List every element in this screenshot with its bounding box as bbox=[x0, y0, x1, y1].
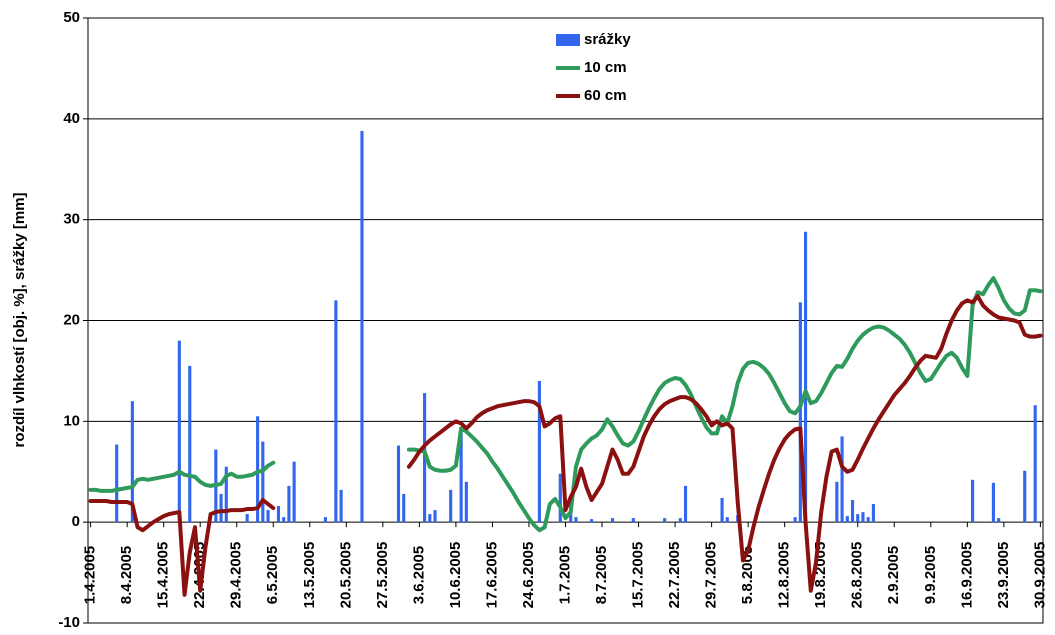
y-axis-label: rozdíl vlhkostí [obj. %], srážky [mm] bbox=[11, 192, 28, 447]
bar bbox=[840, 436, 844, 523]
x-tick-label: 8.7.2005 bbox=[593, 546, 610, 604]
x-tick-label: 26.8.2005 bbox=[849, 542, 866, 609]
bar bbox=[360, 130, 364, 523]
bar bbox=[835, 481, 839, 523]
x-tick-label: 12.8.2005 bbox=[776, 542, 793, 609]
bar bbox=[997, 518, 1001, 523]
bar bbox=[464, 481, 468, 523]
x-tick-label: 15.4.2005 bbox=[155, 542, 172, 609]
bar bbox=[856, 514, 860, 523]
bar bbox=[610, 518, 615, 523]
bar bbox=[1033, 405, 1037, 523]
x-tick-label: 3.6.2005 bbox=[410, 546, 427, 604]
bar bbox=[276, 506, 281, 523]
bar bbox=[970, 479, 975, 523]
bar bbox=[793, 517, 797, 523]
bar bbox=[266, 510, 270, 523]
bar bbox=[292, 461, 296, 523]
y-tick-label: 40 bbox=[63, 110, 80, 127]
x-tick-label: 23.9.2005 bbox=[995, 542, 1012, 609]
x-tick-label: 16.9.2005 bbox=[958, 542, 975, 609]
bar bbox=[245, 514, 249, 523]
x-tick-label: 22.7.2005 bbox=[666, 542, 683, 609]
bar bbox=[402, 493, 406, 523]
x-tick-label: 8.4.2005 bbox=[118, 546, 135, 604]
bar bbox=[323, 517, 328, 523]
x-tick-label: 9.9.2005 bbox=[922, 546, 939, 604]
bar bbox=[850, 499, 855, 523]
bar bbox=[803, 231, 808, 523]
bar bbox=[861, 512, 865, 523]
bar bbox=[282, 517, 286, 523]
bar bbox=[798, 302, 802, 523]
bar bbox=[261, 441, 265, 523]
bar bbox=[558, 473, 562, 523]
bar bbox=[396, 445, 401, 523]
x-tick-label: 29.4.2005 bbox=[228, 542, 245, 609]
x-tick-label: 20.5.2005 bbox=[337, 542, 354, 609]
bar bbox=[115, 444, 119, 523]
bar bbox=[433, 510, 437, 523]
bar bbox=[224, 466, 228, 523]
x-tick-label: 17.6.2005 bbox=[483, 542, 500, 609]
line bbox=[88, 276, 1043, 533]
y-tick-label: 0 bbox=[72, 513, 80, 530]
x-tick-label: 15.7.2005 bbox=[630, 542, 647, 609]
y-tick-label: 20 bbox=[63, 311, 80, 328]
bar bbox=[683, 485, 688, 523]
bar bbox=[866, 517, 870, 523]
bar bbox=[631, 518, 635, 523]
bar bbox=[459, 431, 463, 523]
x-tick-label: 1.7.2005 bbox=[556, 546, 573, 604]
x-tick-label: 24.6.2005 bbox=[520, 542, 537, 609]
bar bbox=[177, 340, 181, 523]
bar bbox=[130, 401, 134, 523]
y-tick-label: 10 bbox=[63, 412, 80, 429]
y-tick-label: -10 bbox=[58, 614, 80, 631]
legend-swatch bbox=[556, 34, 580, 46]
legend-label: 10 cm bbox=[584, 59, 627, 76]
bar bbox=[845, 516, 849, 523]
y-tick-label: 30 bbox=[63, 211, 80, 228]
bar bbox=[991, 482, 995, 523]
x-tick-label: 27.5.2005 bbox=[374, 542, 391, 609]
bar bbox=[725, 517, 729, 523]
legend-label: 60 cm bbox=[584, 87, 627, 104]
bar bbox=[871, 504, 875, 523]
bar bbox=[590, 519, 594, 523]
y-tick-label: 50 bbox=[63, 9, 80, 26]
bar bbox=[334, 300, 338, 523]
bar bbox=[537, 381, 541, 523]
x-tick-label: 29.7.2005 bbox=[703, 542, 720, 609]
x-tick-label: 13.5.2005 bbox=[301, 542, 318, 609]
bar bbox=[428, 514, 432, 523]
x-tick-label: 10.6.2005 bbox=[447, 542, 464, 609]
bar bbox=[449, 489, 453, 523]
x-tick-label: 2.9.2005 bbox=[885, 546, 902, 604]
bar bbox=[219, 493, 223, 523]
line bbox=[88, 294, 1043, 597]
bar bbox=[720, 497, 724, 523]
x-tick-label: 30.9.2005 bbox=[1031, 542, 1048, 609]
bar bbox=[339, 489, 343, 523]
bar bbox=[256, 416, 260, 523]
legend-label: srážky bbox=[584, 31, 631, 48]
bar bbox=[663, 518, 667, 523]
bar bbox=[678, 518, 682, 523]
bar bbox=[188, 365, 192, 523]
bar bbox=[287, 485, 291, 523]
x-tick-label: 1.4.2005 bbox=[82, 546, 99, 604]
x-tick-label: 6.5.2005 bbox=[264, 546, 281, 604]
bar bbox=[574, 517, 578, 523]
bar bbox=[1023, 470, 1027, 523]
